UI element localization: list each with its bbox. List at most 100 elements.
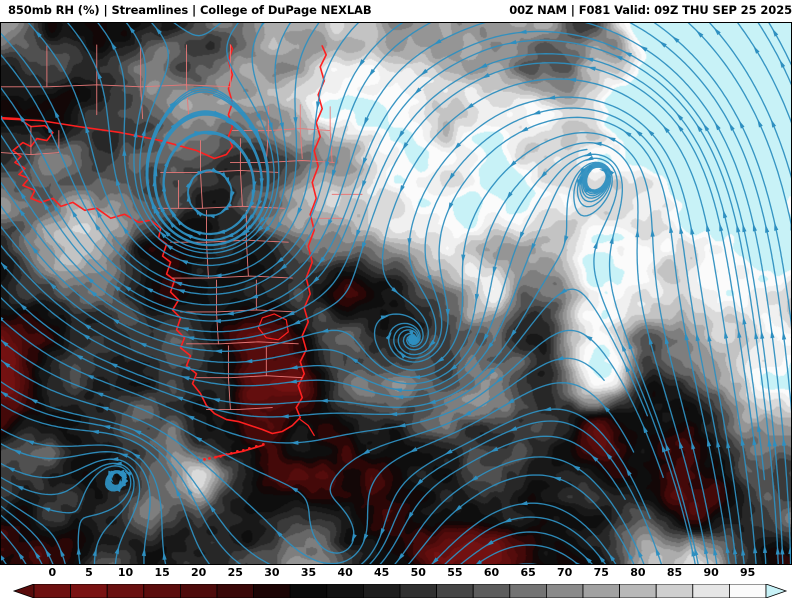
county-boundary bbox=[1, 84, 231, 88]
streamline-arrowhead bbox=[481, 73, 490, 79]
streamline-arrowhead bbox=[694, 546, 699, 556]
streamline-arrowhead bbox=[275, 529, 283, 538]
streamline-arrowhead bbox=[213, 273, 222, 278]
streamline-arrowhead bbox=[519, 231, 525, 240]
streamline-arrowhead bbox=[289, 365, 298, 370]
streamline-arrowhead bbox=[181, 376, 190, 381]
streamline-arrowhead bbox=[316, 101, 321, 110]
streamline-arrowhead bbox=[703, 123, 710, 132]
streamline-arrowhead bbox=[275, 221, 282, 230]
streamline-arrowhead bbox=[133, 129, 138, 138]
streamline-arrowhead bbox=[782, 331, 787, 340]
streamline-arrowhead bbox=[679, 440, 684, 449]
streamline-arrowhead bbox=[599, 168, 608, 173]
streamline-arrowhead bbox=[358, 59, 365, 68]
streamline-arrowhead bbox=[726, 439, 731, 449]
streamline-arrowhead bbox=[767, 438, 772, 447]
colorbar-tick-label: 60 bbox=[483, 566, 500, 579]
streamline-arrowhead bbox=[465, 103, 474, 110]
coastline-key-island bbox=[203, 457, 206, 461]
streamline-arrowhead bbox=[508, 426, 518, 432]
colorbar-cell bbox=[326, 584, 364, 598]
colorbar-cell bbox=[143, 584, 181, 598]
county-boundary bbox=[265, 106, 269, 163]
colorbar-cell bbox=[253, 584, 291, 598]
map-frame[interactable] bbox=[0, 22, 792, 565]
streamline-arrowhead bbox=[25, 440, 35, 445]
streamline-arrowhead bbox=[289, 440, 299, 445]
streamline-arrowhead bbox=[714, 121, 721, 131]
streamline-arrowhead bbox=[2, 361, 11, 368]
streamline-arrowhead bbox=[1, 317, 4, 322]
streamline-arrowhead bbox=[17, 551, 25, 560]
streamline-arrowhead bbox=[635, 228, 640, 238]
streamline-arrowhead bbox=[621, 343, 627, 352]
streamline-arrowhead bbox=[774, 222, 779, 231]
colorbar-cell bbox=[70, 584, 108, 598]
streamline bbox=[153, 110, 263, 242]
colorbar-cell bbox=[399, 584, 437, 598]
streamline-arrowhead bbox=[168, 220, 176, 229]
streamline-arrowhead bbox=[492, 266, 497, 276]
streamline-arrowhead bbox=[326, 219, 333, 228]
streamline-arrowhead bbox=[92, 547, 97, 557]
streamline-arrowhead bbox=[216, 229, 226, 234]
colorbar-tick-label: 30 bbox=[264, 566, 280, 579]
streamline-arrowhead bbox=[542, 406, 552, 411]
streamline-arrowhead bbox=[1, 391, 9, 398]
streamline-arrowhead bbox=[154, 26, 162, 35]
streamline-arrowhead bbox=[18, 208, 26, 217]
colorbar-tick-label: 0 bbox=[48, 566, 57, 579]
streamline bbox=[459, 531, 593, 564]
streamline-arrowhead bbox=[445, 308, 450, 318]
streamline-arrowhead bbox=[508, 40, 517, 45]
streamline-group bbox=[1, 23, 791, 564]
streamline-arrowhead bbox=[485, 539, 494, 547]
streamline-arrowhead bbox=[255, 225, 264, 233]
colorbar-tick-label: 45 bbox=[374, 566, 390, 579]
streamline-arrowhead bbox=[1, 555, 5, 561]
streamline-arrowhead bbox=[433, 38, 442, 46]
streamline-arrowhead bbox=[696, 123, 703, 132]
streamline-arrowhead bbox=[225, 118, 234, 126]
streamline bbox=[1, 288, 649, 418]
streamline bbox=[27, 23, 360, 277]
streamline-arrowhead bbox=[48, 281, 57, 290]
streamline-arrowhead bbox=[109, 362, 118, 369]
colorbar-tick-label: 5 bbox=[85, 566, 93, 579]
streamline-arrowhead bbox=[627, 551, 634, 560]
streamline-arrowhead bbox=[623, 130, 632, 137]
rh-field-canvas bbox=[1, 23, 791, 564]
streamline-arrowhead bbox=[247, 214, 255, 222]
streamline-arrowhead bbox=[399, 350, 407, 359]
streamline-arrowhead bbox=[248, 124, 255, 133]
colorbar-tick-label: 65 bbox=[520, 566, 536, 579]
coastline-key-island bbox=[241, 449, 245, 452]
streamline-arrowhead bbox=[558, 288, 567, 295]
streamline-arrowhead bbox=[138, 342, 147, 348]
streamline-arrowhead bbox=[540, 171, 548, 179]
streamline-arrowhead bbox=[664, 335, 670, 345]
streamline-arrowhead bbox=[453, 142, 462, 151]
streamline bbox=[653, 23, 791, 328]
streamline-arrowhead bbox=[185, 336, 195, 341]
streamline-arrowhead bbox=[288, 23, 292, 26]
streamline-arrowhead bbox=[197, 170, 207, 176]
streamline-arrowhead bbox=[220, 171, 228, 181]
colorbar: 0 5 10 15 20 25 30 35 40 45 50 55 60 65 70 75 80 85 90 95 bbox=[0, 566, 800, 600]
streamline-arrowhead bbox=[487, 368, 495, 376]
colorbar-cell bbox=[729, 584, 767, 598]
colorbar-tick-label: 20 bbox=[191, 566, 207, 579]
streamline-arrowhead bbox=[428, 339, 436, 348]
county-boundary bbox=[196, 375, 303, 379]
streamline-arrowhead bbox=[462, 410, 472, 417]
streamline-arrowhead bbox=[736, 223, 741, 233]
streamline-arrowhead bbox=[6, 466, 15, 473]
streamline-arrowhead bbox=[212, 319, 221, 324]
streamline-arrowhead bbox=[160, 137, 168, 146]
streamline-arrowhead bbox=[757, 423, 762, 432]
streamline-arrowhead bbox=[362, 533, 369, 543]
streamline-arrowhead bbox=[195, 456, 204, 464]
streamline-arrowhead bbox=[760, 330, 765, 339]
streamline-arrowhead bbox=[495, 376, 503, 384]
